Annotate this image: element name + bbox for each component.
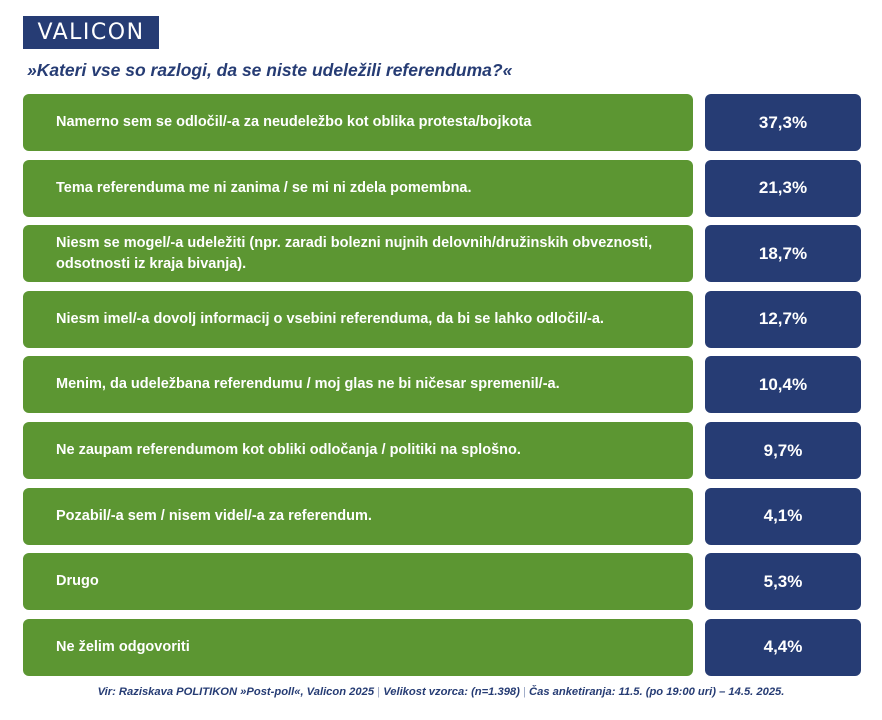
answer-label: Ne želim odgovoriti <box>23 618 693 676</box>
answer-row: Namerno sem se odločil/-a za neudeležbo … <box>23 94 861 151</box>
answer-label: Pozabil/-a sem / nisem videl/-a za refer… <box>23 487 693 545</box>
answer-value: 18,7% <box>705 225 861 283</box>
answer-value: 37,3% <box>705 94 861 151</box>
survey-period-text: Čas anketiranja: 11.5. (po 19:00 uri) – … <box>529 686 785 698</box>
separator: | <box>377 686 381 698</box>
answer-row: Ne želim odgovoriti 4,4% <box>23 618 861 676</box>
separator: | <box>523 686 526 698</box>
answer-row: Tema referenduma me ni zanima / se mi ni… <box>23 159 861 217</box>
answer-row: Drugo 5,3% <box>23 553 861 611</box>
question-title: »Kateri vse so razlogi, da se niste udel… <box>27 60 513 80</box>
answer-row: Menim, da udeležbana referendumu / moj g… <box>23 356 861 414</box>
sample-size-text: Velikost vzorca: (n=1.398) <box>383 686 520 698</box>
answer-label: Menim, da udeležbana referendumu / moj g… <box>23 356 693 414</box>
valicon-logo: VALICON <box>23 16 159 49</box>
answer-label: Namerno sem se odločil/-a za neudeležbo … <box>23 94 693 151</box>
answer-row: Niesm se mogel/-a udeležiti (npr. zaradi… <box>23 225 861 283</box>
answer-label: Tema referenduma me ni zanima / se mi ni… <box>23 159 693 217</box>
answer-value: 4,1% <box>705 487 861 545</box>
answer-value: 12,7% <box>705 290 861 348</box>
answer-row: Ne zaupam referendumom kot obliki odloča… <box>23 422 861 479</box>
source-footnote: Vir: Raziskava POLITIKON »Post-poll«, Va… <box>0 686 882 698</box>
answer-value: 9,7% <box>705 422 861 479</box>
answer-label: Drugo <box>23 553 693 611</box>
source-text: Vir: Raziskava POLITIKON »Post-poll«, Va… <box>97 686 375 698</box>
answer-label: Niesm se mogel/-a udeležiti (npr. zaradi… <box>23 225 693 283</box>
answer-row: Niesm imel/-a dovolj informacij o vsebin… <box>23 290 861 348</box>
answer-value: 5,3% <box>705 553 861 611</box>
answer-value: 10,4% <box>705 356 861 414</box>
answer-value: 21,3% <box>705 159 861 217</box>
answer-label: Ne zaupam referendumom kot obliki odloča… <box>23 422 693 479</box>
answer-value: 4,4% <box>705 618 861 676</box>
answer-row: Pozabil/-a sem / nisem videl/-a za refer… <box>23 487 861 545</box>
answer-label: Niesm imel/-a dovolj informacij o vsebin… <box>23 290 693 348</box>
